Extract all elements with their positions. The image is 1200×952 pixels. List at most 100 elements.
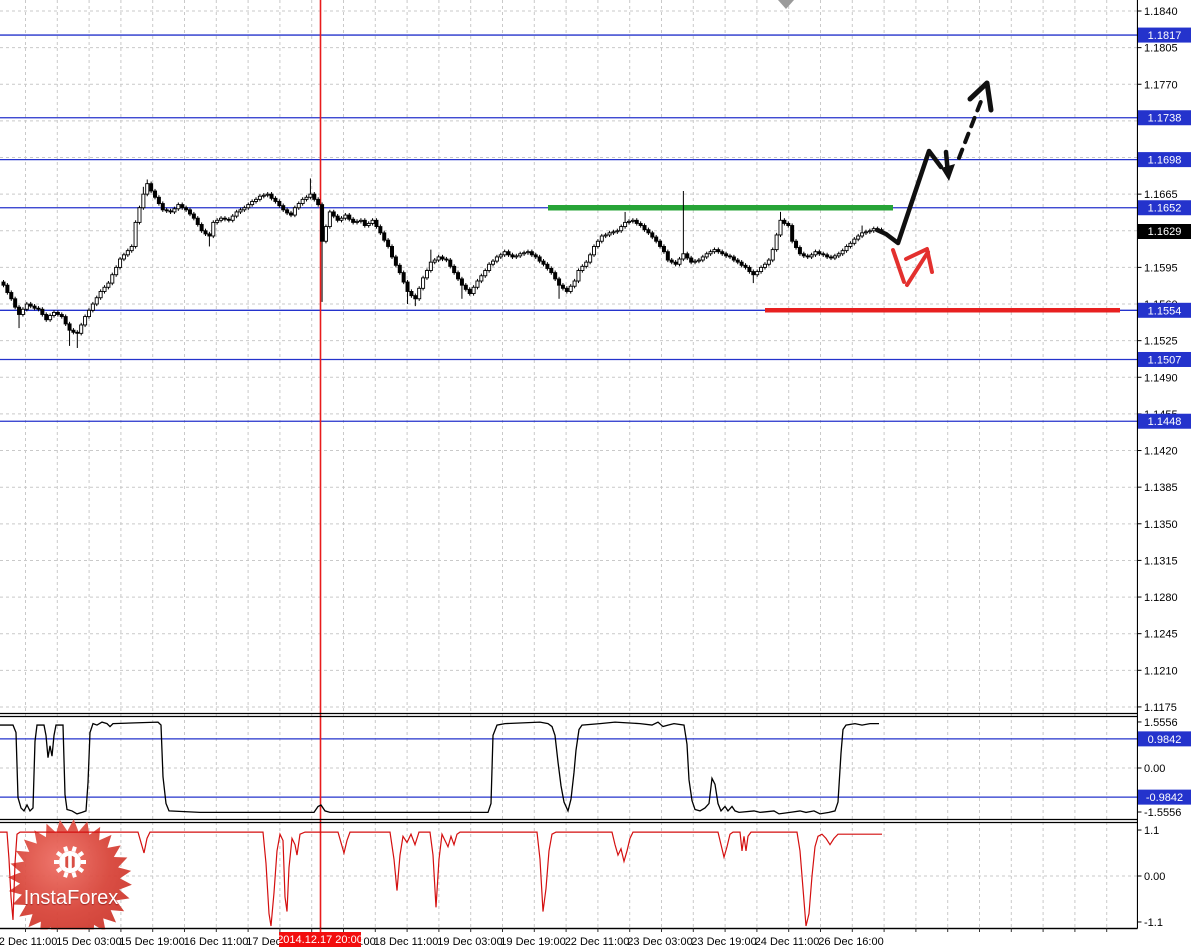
candle-body [549, 267, 554, 274]
candle-body [75, 331, 80, 334]
black-impulse-up-line [874, 148, 944, 246]
candle-body [55, 311, 60, 315]
candle-body [491, 260, 496, 265]
blue-level-label-box [1138, 302, 1191, 318]
candle-body [720, 251, 725, 255]
candle-body [724, 253, 729, 257]
oscillator1-line [0, 721, 879, 815]
axis-label: -1.5556 [1144, 807, 1181, 819]
candle-body [9, 292, 14, 300]
gear-tooth [55, 866, 63, 874]
time-label: 12 Dec 11:00 [0, 936, 57, 948]
axis-label: 1.1490 [1144, 372, 1178, 384]
axis-label: 1.1 [1144, 825, 1159, 837]
candle-body [541, 260, 546, 265]
candle-body [133, 221, 138, 247]
candle-body [786, 222, 791, 226]
gear-tooth [63, 846, 69, 853]
candle-body [160, 203, 165, 211]
candle-body [611, 231, 616, 234]
gear-bar-right [74, 858, 78, 867]
candle-body [770, 249, 775, 261]
candle-body [661, 246, 666, 253]
hand-drawn-annotations [778, 0, 994, 287]
candle-body [856, 235, 861, 240]
candle-body [180, 204, 185, 209]
axis-label: 1.1315 [1144, 555, 1178, 567]
candle-body [281, 205, 286, 211]
candle-body [215, 219, 220, 223]
candle-body [568, 285, 573, 292]
candle-body [646, 229, 651, 234]
candle-body [421, 277, 426, 289]
candle-body [533, 254, 538, 258]
candle-body [743, 264, 748, 268]
candle-body [774, 234, 779, 251]
candle-body [312, 193, 317, 200]
candle-body [393, 256, 398, 266]
blue-level-label-box [1138, 351, 1191, 367]
time-label: 15 Dec 19:00 [119, 936, 184, 948]
candlestick-series [1, 178, 884, 348]
candle-body [603, 234, 608, 237]
candle-body [246, 204, 251, 209]
candle-body [118, 258, 123, 268]
candle-body [187, 209, 192, 215]
candle-body [836, 253, 841, 257]
candle-body [277, 201, 282, 207]
candle-body [304, 196, 309, 200]
candle-body [623, 221, 628, 228]
gear-bar-center [68, 853, 72, 871]
time-label: 15 Dec 03:00 [56, 936, 121, 948]
candle-body [708, 251, 713, 255]
candle-body [355, 220, 360, 223]
candle-body [630, 219, 635, 222]
candle-body [805, 255, 810, 258]
candle-body [428, 261, 433, 271]
axis-label: 1.1350 [1144, 519, 1178, 531]
axis-label: 1.5556 [1144, 717, 1178, 729]
candle-body [13, 298, 18, 308]
candle-body [327, 211, 332, 228]
candle-body [514, 255, 519, 258]
candle-body [452, 265, 457, 274]
candle-body [238, 209, 243, 213]
candle-body [689, 257, 694, 263]
gear-tooth [55, 850, 63, 858]
candle-body [751, 271, 756, 276]
candle-body [471, 286, 476, 295]
candle-body [731, 256, 736, 261]
candle-body [79, 324, 84, 334]
candle-body [176, 204, 181, 210]
candle-body [211, 221, 216, 237]
axis-label: 1.1840 [1144, 6, 1178, 18]
candle-body [257, 195, 262, 200]
candle-body [347, 214, 352, 220]
axis-label: 1.1595 [1144, 262, 1178, 274]
red-arrow-shaft [905, 250, 930, 287]
candle-body [168, 210, 173, 213]
candle-body [83, 316, 88, 326]
candle-body [766, 259, 771, 265]
candle-body [529, 251, 534, 256]
candle-body [712, 249, 717, 253]
axis-label: 1.1280 [1144, 592, 1178, 604]
candle-body [222, 217, 227, 220]
candle-body [735, 259, 740, 263]
time-label: 16 Dec 11:00 [184, 936, 249, 948]
candle-body [436, 256, 441, 261]
candle-body [681, 253, 686, 260]
candle-body [184, 207, 189, 211]
candle-body [335, 215, 340, 221]
candle-body [518, 253, 523, 257]
instaforex-watermark-text: InstaForex [23, 886, 119, 909]
candle-body [273, 197, 278, 202]
candle-body [829, 256, 834, 259]
candle-body [782, 219, 787, 224]
osc1-level-label-box [1138, 789, 1191, 805]
candle-body [867, 230, 872, 233]
candle-body [358, 219, 363, 222]
candle-body [63, 316, 68, 325]
time-label: 24 Dec 11:00 [755, 936, 820, 948]
